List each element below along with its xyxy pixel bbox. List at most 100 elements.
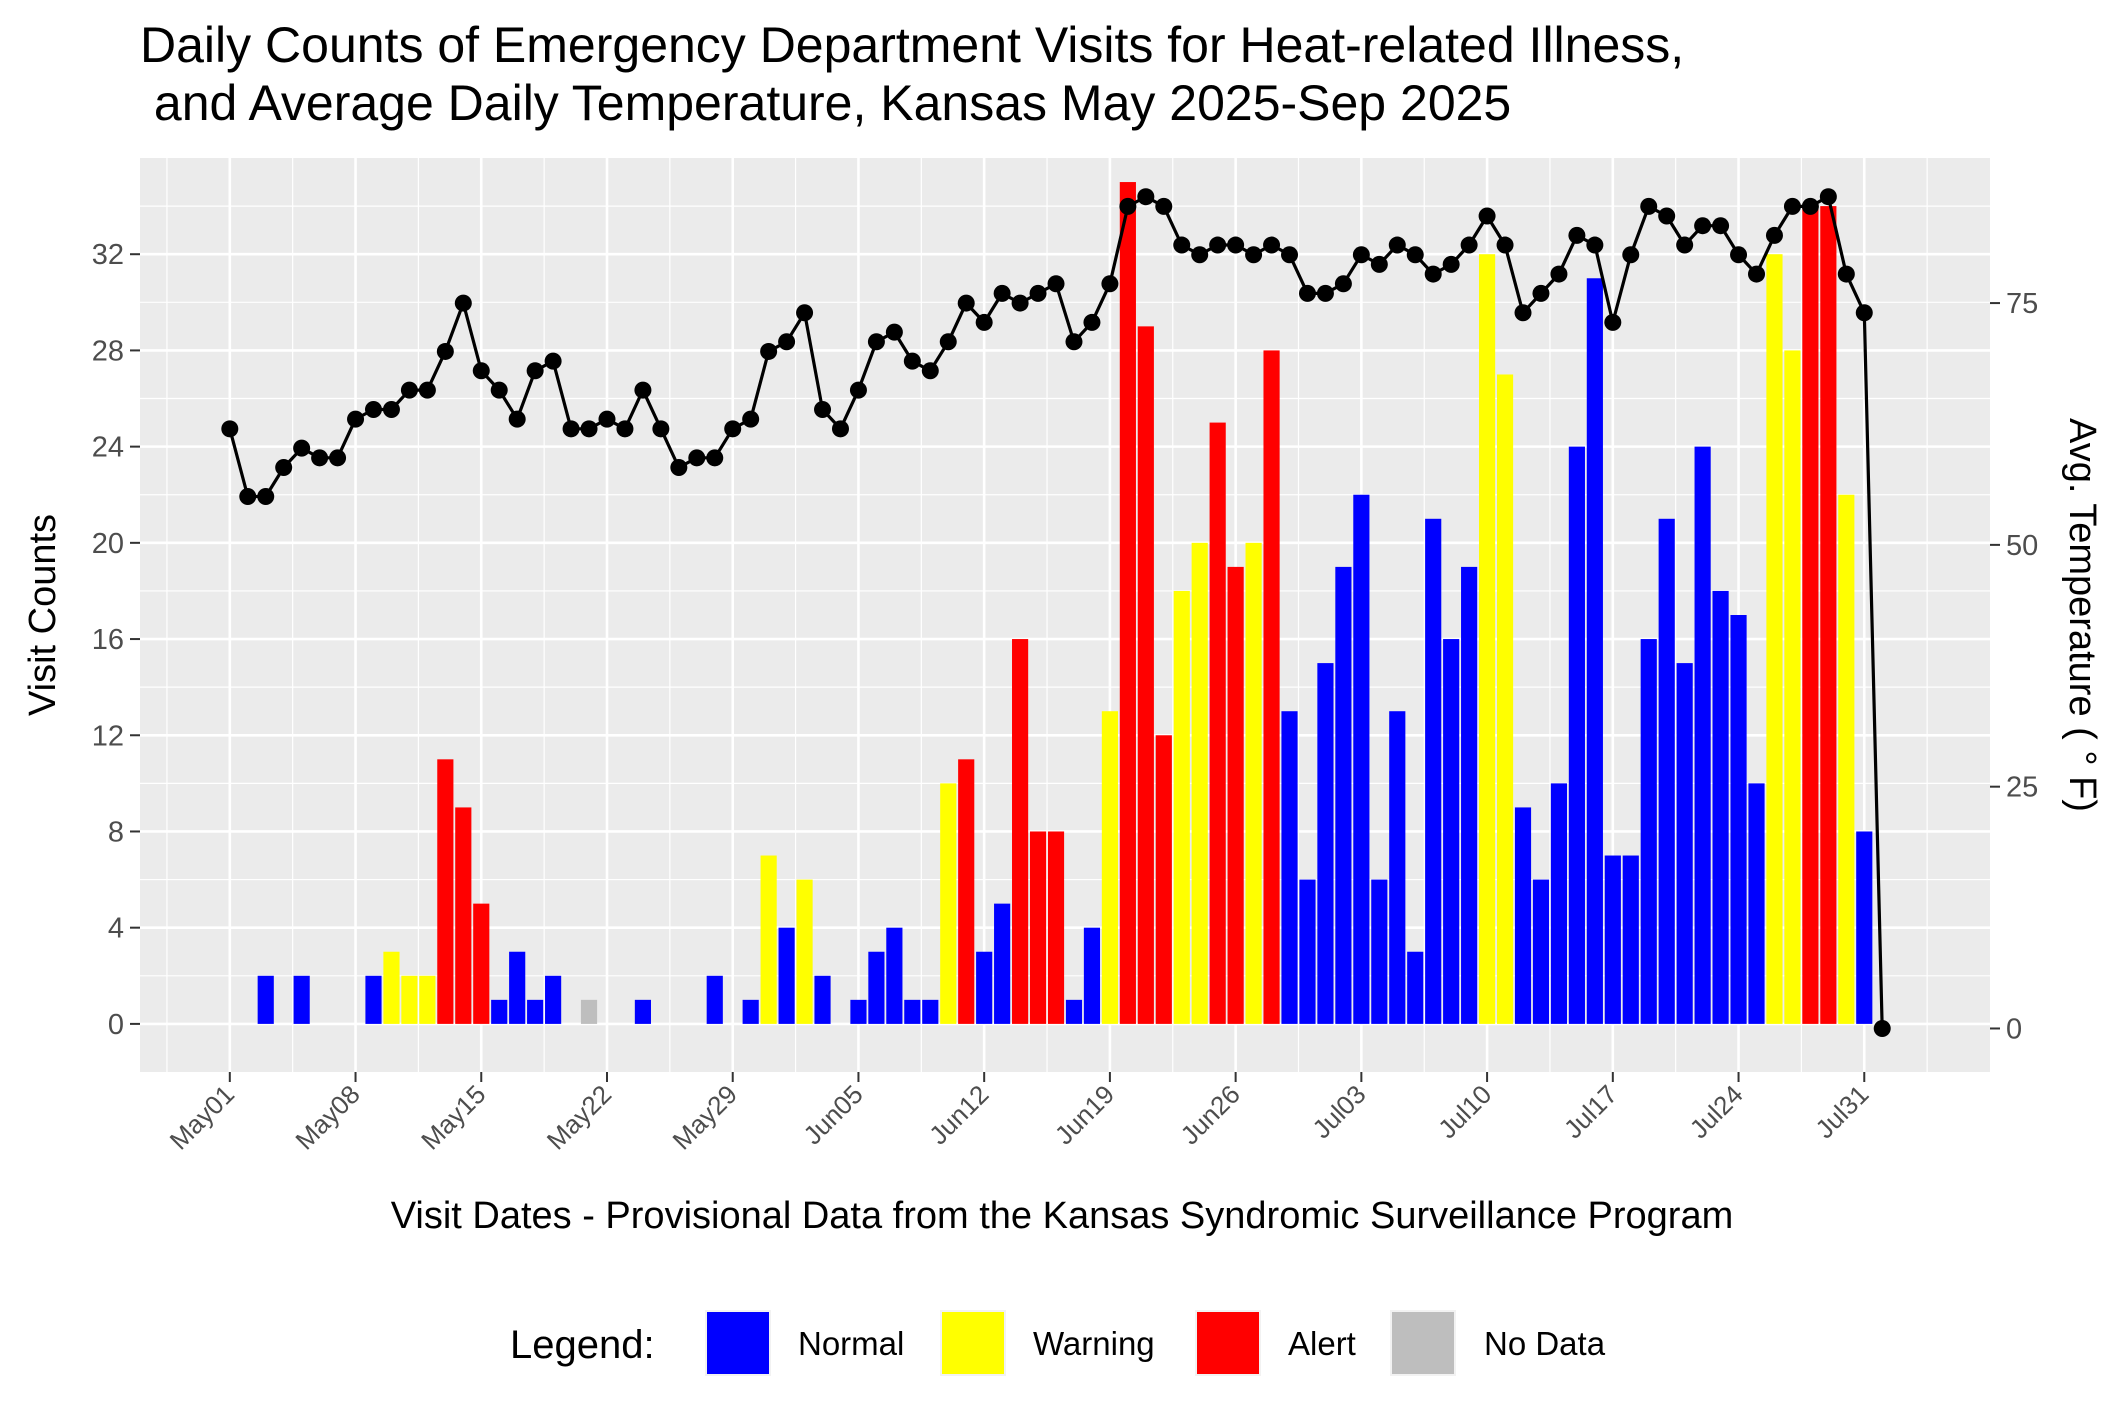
- bar: [1694, 446, 1711, 1024]
- y-axis-left: 0 4 8 12 16 20 24 28 32: [92, 239, 140, 1041]
- temperature-point: [1748, 265, 1766, 283]
- temperature-point: [1855, 304, 1873, 322]
- bar: [1065, 999, 1083, 1024]
- temperature-point: [364, 400, 382, 418]
- bar: [1784, 350, 1801, 1024]
- y2-tick-label: 0: [2006, 1013, 2022, 1045]
- bar: [1029, 831, 1047, 1024]
- legend-label: Alert: [1288, 1325, 1356, 1362]
- bar: [1317, 663, 1334, 1024]
- bar: [1676, 663, 1693, 1024]
- bar: [1730, 615, 1747, 1024]
- bar: [1425, 518, 1442, 1024]
- temperature-point: [760, 342, 778, 360]
- bar: [1586, 278, 1603, 1024]
- y-tick-label: 8: [108, 816, 124, 848]
- x-tick-label: Jul03: [1306, 1079, 1371, 1144]
- bar: [473, 903, 490, 1024]
- y-axis-title: Visit Counts: [22, 514, 64, 716]
- bar: [940, 783, 957, 1024]
- temperature-point: [347, 410, 365, 428]
- y-tick-label: 28: [92, 335, 124, 367]
- bar: [401, 975, 418, 1024]
- y-tick-label: 12: [92, 720, 124, 752]
- temperature-point: [1658, 207, 1676, 225]
- temperature-point: [472, 362, 490, 380]
- bar: [1622, 855, 1639, 1024]
- y-axis-right: 0 25 50 75: [1990, 288, 2038, 1045]
- x-tick-label: May15: [415, 1079, 491, 1155]
- temperature-point: [706, 449, 724, 467]
- temperature-point: [257, 488, 275, 506]
- temperature-point: [1065, 333, 1083, 351]
- chart-title-line-1: Daily Counts of Emergency Department Vis…: [140, 17, 1684, 73]
- temperature-point: [1783, 197, 1801, 215]
- temperature-point: [814, 400, 832, 418]
- temperature-point: [849, 381, 867, 399]
- bar: [1479, 254, 1496, 1024]
- bar: [1461, 566, 1478, 1024]
- bar: [904, 999, 921, 1024]
- temperature-point: [1730, 246, 1748, 264]
- temperature-point: [1604, 313, 1622, 331]
- temperature-point: [939, 333, 957, 351]
- bar: [868, 951, 885, 1024]
- x-tick-label: May08: [289, 1079, 365, 1155]
- bar: [796, 879, 813, 1024]
- temperature-point: [1263, 236, 1281, 254]
- bar: [419, 975, 436, 1024]
- bar: [1802, 206, 1819, 1024]
- bar: [1191, 542, 1208, 1024]
- bar: [365, 975, 382, 1024]
- bar: [491, 999, 508, 1024]
- x-tick-label: Jul31: [1809, 1079, 1874, 1144]
- y-tick-label: 20: [92, 528, 124, 560]
- x-tick-label: Jun26: [1175, 1079, 1246, 1150]
- temperature-point: [1245, 246, 1263, 264]
- y-tick-label: 4: [108, 913, 124, 945]
- x-tick-label: May22: [541, 1079, 617, 1155]
- bar: [1209, 422, 1226, 1024]
- y2-axis-title: Avg. Temperature ( ° F): [2061, 418, 2103, 812]
- temperature-point: [1029, 284, 1047, 302]
- temperature-point: [1460, 236, 1478, 254]
- bar: [545, 975, 562, 1024]
- y2-tick-label: 75: [2006, 288, 2038, 320]
- temperature-point: [1316, 284, 1334, 302]
- temperature-point: [1622, 246, 1640, 264]
- temperature-point: [885, 323, 903, 341]
- temperature-point: [382, 400, 400, 418]
- bar: [976, 951, 993, 1024]
- bar: [1712, 590, 1729, 1024]
- legend-label: Warning: [1033, 1325, 1155, 1362]
- temperature-point: [1047, 275, 1065, 293]
- bar: [814, 975, 831, 1024]
- bar: [1155, 735, 1172, 1024]
- temperature-point: [275, 459, 293, 477]
- temperature-point: [562, 420, 580, 438]
- bar: [634, 999, 651, 1024]
- bar: [293, 975, 310, 1024]
- bar: [1119, 182, 1136, 1024]
- temperature-point: [400, 381, 418, 399]
- bar: [958, 759, 975, 1024]
- temperature-point: [831, 420, 849, 438]
- bar: [383, 951, 400, 1024]
- x-axis-title: Visit Dates - Provisional Data from the …: [391, 1195, 1734, 1237]
- bar: [1353, 494, 1370, 1024]
- temperature-point: [903, 352, 921, 370]
- temperature-point: [1083, 313, 1101, 331]
- bar: [1604, 855, 1621, 1024]
- temperature-point: [1837, 265, 1855, 283]
- bar: [455, 807, 472, 1024]
- temperature-point: [1676, 236, 1694, 254]
- temperature-point: [1694, 217, 1712, 235]
- temperature-point: [1370, 255, 1388, 273]
- temperature-point: [293, 439, 311, 457]
- temperature-point: [490, 381, 508, 399]
- bar: [1012, 639, 1029, 1024]
- legend-label: Normal: [798, 1325, 904, 1362]
- temperature-point: [1119, 197, 1137, 215]
- bar: [1766, 254, 1783, 1024]
- bar: [1227, 566, 1244, 1024]
